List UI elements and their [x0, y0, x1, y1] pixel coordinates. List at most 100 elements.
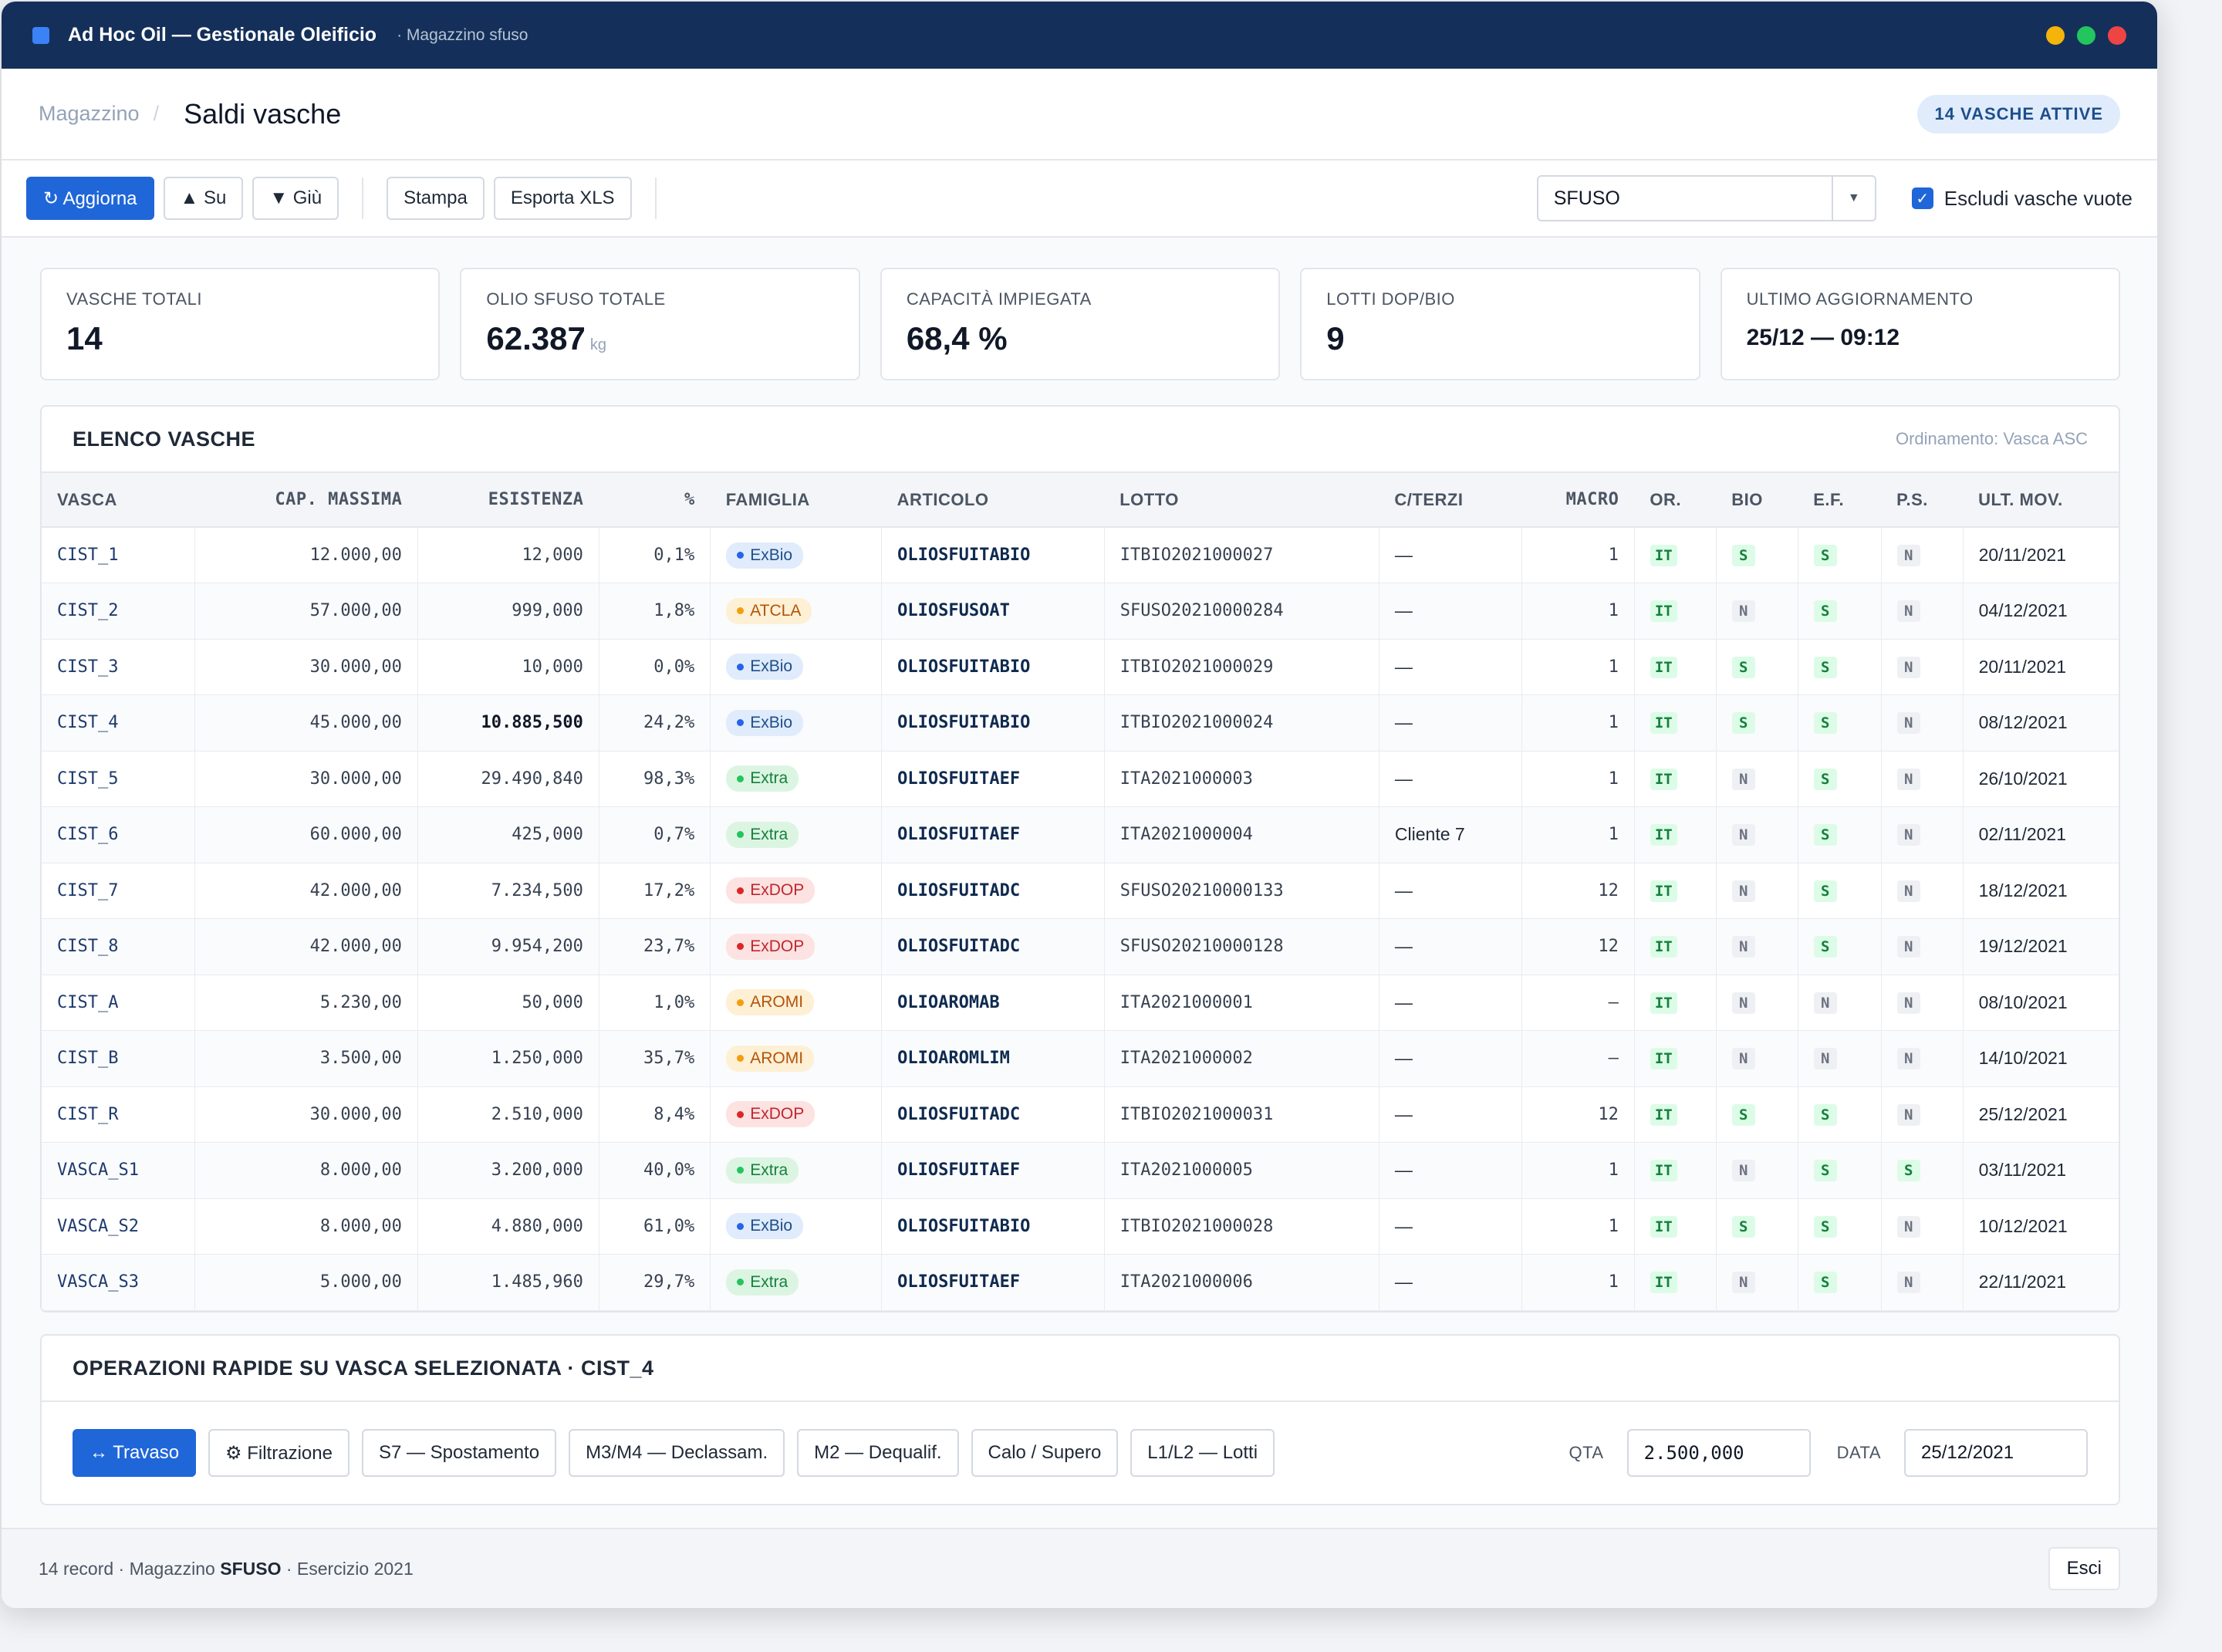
cell-stock: 29.490,840	[417, 751, 599, 807]
cell-percent: 8,4%	[599, 1086, 711, 1143]
kpi-row: VASCHE TOTALI 14 OLIO SFUSO TOTALE 62.38…	[40, 268, 2121, 380]
column-header-third-party[interactable]: C/TERZI	[1379, 473, 1522, 528]
exit-button[interactable]: Esci	[2048, 1547, 2120, 1590]
flag-badge: IT	[1650, 1048, 1677, 1070]
flag-badge: IT	[1650, 768, 1677, 790]
cell-capacity: 42.000,00	[194, 863, 418, 919]
export-xls-button[interactable]: Esporta XLS	[493, 177, 632, 220]
column-header-vasca[interactable]: VASCA	[42, 473, 195, 528]
flag-badge: IT	[1650, 992, 1677, 1014]
cell-third-party: —	[1379, 1254, 1522, 1311]
move-down-button[interactable]: ▼ Giù	[252, 177, 339, 220]
transfer-button[interactable]: ↔ Travaso	[73, 1429, 197, 1477]
minimize-button[interactable]	[2046, 25, 2065, 45]
cell-flag-bio: N	[1716, 583, 1798, 640]
table-row[interactable]: CIST_7 42.000,00 7.234,500 17,2% ExDOP OLIOSF…	[42, 863, 2119, 919]
column-header-stock[interactable]: ESISTENZA	[417, 473, 599, 528]
cell-family: ExDOP	[710, 863, 883, 919]
cell-last-move: 26/10/2021	[1963, 751, 2119, 807]
close-button[interactable]	[2108, 25, 2126, 45]
cell-flag-ps: N	[1881, 751, 1964, 807]
cell-third-party: Cliente 7	[1379, 806, 1522, 863]
exclude-empty-checkbox[interactable]: ✓	[1911, 187, 1933, 209]
cell-stock: 7.234,500	[417, 863, 599, 919]
kpi-label: OLIO SFUSO TOTALE	[486, 289, 666, 309]
relocation-button[interactable]: S7 — Spostamento	[361, 1429, 557, 1477]
column-header-family[interactable]: FAMIGLIA	[710, 473, 882, 528]
flag-badge: S	[1813, 1272, 1837, 1294]
status-prefix: 14 record · Magazzino	[39, 1558, 221, 1579]
maximize-button[interactable]	[2077, 25, 2095, 45]
warehouse-select[interactable]: SFUSO ▼	[1536, 175, 1876, 221]
cell-stock: 425,000	[417, 806, 599, 863]
table-row[interactable]: VASCA_S2 8.000,00 4.880,000 61,0% ExBio OLIOS…	[42, 1198, 2119, 1255]
cell-flag-ps: N	[1881, 1030, 1964, 1087]
cell-flag-ef: N	[1798, 1030, 1882, 1087]
cell-third-party: —	[1379, 1142, 1522, 1199]
table-row[interactable]: CIST_4 45.000,00 10.885,500 24,2% ExBio OLIOS…	[42, 694, 2119, 752]
breadcrumb-root[interactable]: Magazzino	[39, 102, 140, 125]
table-row[interactable]: CIST_3 30.000,00 10,000 0,0% ExBio OLIOSFUITA…	[42, 639, 2119, 695]
flag-badge: N	[1731, 936, 1755, 958]
downgrade-button[interactable]: M3/M4 — Declassam.	[569, 1429, 785, 1477]
flag-badge: S	[1813, 712, 1837, 735]
column-header-article[interactable]: ARTICOLO	[881, 473, 1105, 528]
move-up-button[interactable]: ▲ Su	[163, 177, 244, 220]
column-header-last-move[interactable]: ULT. MOV.	[1963, 473, 2119, 528]
table-row[interactable]: CIST_6 60.000,00 425,000 0,7% Extra OLIOSFUIT…	[42, 806, 2119, 863]
flag-badge: N	[1896, 545, 1920, 566]
chevron-down-icon[interactable]: ▼	[1831, 177, 1875, 220]
table-row[interactable]: CIST_1 12.000,00 12,000 0,1% ExBio OLIOSFUITA…	[42, 527, 2119, 583]
flag-badge: N	[1731, 1272, 1755, 1294]
table-row[interactable]: CIST_B 3.500,00 1.250,000 35,7% AROMI OLIOARO…	[42, 1030, 2119, 1087]
status-dot-icon	[737, 1055, 745, 1062]
column-header-macro[interactable]: MACRO	[1521, 473, 1635, 528]
table-row[interactable]: VASCA_S3 5.000,00 1.485,960 29,7% Extra OLIOS…	[42, 1254, 2119, 1311]
table-row[interactable]: CIST_A 5.230,00 50,000 1,0% AROMI OLIOAROMAB I…	[42, 975, 2119, 1031]
table-row[interactable]: VASCA_S1 8.000,00 3.200,000 40,0% Extra OLIOS…	[42, 1142, 2119, 1199]
column-header-ps[interactable]: P.S.	[1881, 473, 1964, 528]
cell-flag-ps: N	[1881, 975, 1964, 1031]
table-row[interactable]: CIST_R 30.000,00 2.510,000 8,4% ExDOP OLIOSFU…	[42, 1086, 2119, 1143]
cell-family: ExBio	[710, 639, 883, 695]
cell-percent: 0,1%	[599, 527, 711, 583]
flag-badge: N	[1896, 1048, 1920, 1070]
status-dot-icon	[737, 943, 745, 951]
disqualify-button[interactable]: M2 — Dequalif.	[797, 1429, 959, 1477]
column-header-bio[interactable]: BIO	[1716, 473, 1798, 528]
cell-flag-ef: S	[1798, 1142, 1882, 1199]
family-badge: ExDOP	[726, 1101, 816, 1128]
column-header-lot[interactable]: LOTTO	[1104, 473, 1379, 528]
column-header-capacity[interactable]: CAP. MASSIMA	[194, 473, 418, 528]
print-button[interactable]: Stampa	[387, 177, 485, 220]
cell-stock: 9.954,200	[417, 918, 599, 975]
cell-last-move: 14/10/2021	[1963, 1030, 2119, 1087]
cell-macro: 1	[1521, 806, 1635, 863]
cell-lot: SFUSO20210000128	[1104, 918, 1379, 975]
kpi-value: 9	[1326, 320, 1345, 356]
column-header-origin[interactable]: OR.	[1634, 473, 1717, 528]
table-row[interactable]: CIST_8 42.000,00 9.954,200 23,7% ExDOP OLIOSF…	[42, 918, 2119, 975]
column-header-ef[interactable]: E.F.	[1798, 473, 1882, 528]
table-row[interactable]: CIST_5 30.000,00 29.490,840 98,3% Extra OLIOS…	[42, 751, 2119, 807]
cell-macro: 12	[1521, 1086, 1635, 1143]
lots-button[interactable]: L1/L2 — Lotti	[1130, 1429, 1275, 1477]
cell-last-move: 08/10/2021	[1963, 975, 2119, 1031]
cell-article: OLIOSFUITADC	[881, 1086, 1105, 1143]
quantity-input[interactable]: 2.500,000	[1626, 1429, 1811, 1477]
exclude-empty-toggle[interactable]: ✓ Escludi vasche vuote	[1911, 187, 2133, 211]
cell-flag-bio: N	[1716, 1142, 1798, 1199]
cell-last-move: 10/12/2021	[1963, 1198, 2119, 1255]
loss-gain-button[interactable]: Calo / Supero	[971, 1429, 1119, 1477]
cell-third-party: —	[1379, 527, 1522, 583]
table-row[interactable]: CIST_2 57.000,00 999,000 1,8% ATCLA OLIOSFUSO…	[42, 583, 2119, 640]
cell-flag-bio: N	[1716, 751, 1798, 807]
flag-badge: N	[1896, 1215, 1920, 1238]
cell-stock: 1.485,960	[417, 1254, 599, 1311]
refresh-button[interactable]: ↻ Aggiorna	[26, 177, 154, 220]
family-label: ExBio	[750, 713, 793, 731]
cell-percent: 61,0%	[599, 1198, 711, 1255]
date-input[interactable]: 25/12/2021	[1904, 1429, 2088, 1477]
column-header-percent[interactable]: %	[599, 473, 711, 528]
filtration-button[interactable]: ⚙ Filtrazione	[208, 1429, 350, 1477]
